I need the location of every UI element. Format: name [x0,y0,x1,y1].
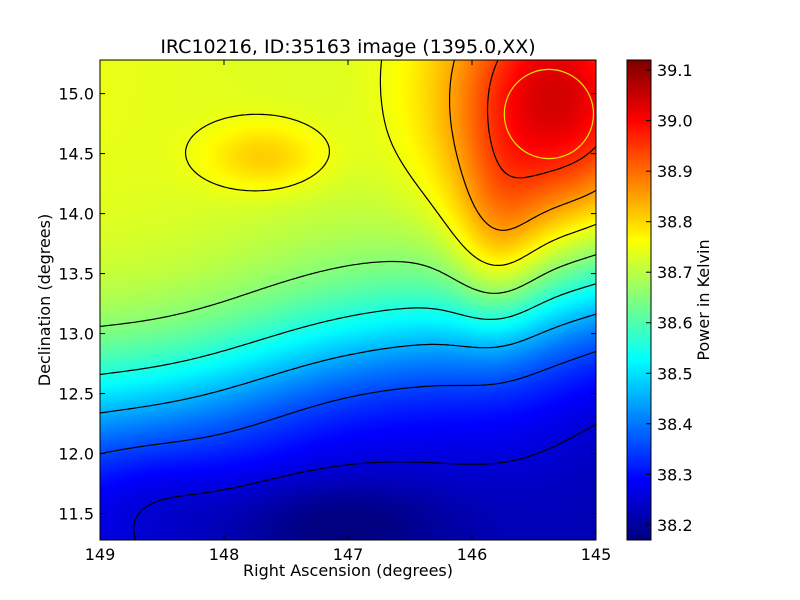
colorbar-tick-label: 38.6 [657,314,693,333]
x-axis-ticks: 149 148 147 146 145 [85,60,612,564]
contour-level-7 [486,59,597,179]
x-tick-label: 146 [457,545,488,564]
contour-lines [99,59,597,541]
y-axis-ticks: 11.5 12.0 12.5 13.0 13.5 14.0 14.5 15.0 [58,85,596,524]
contour-level-5 [184,59,597,266]
colorbar-tick-label: 38.4 [657,415,693,434]
x-tick-label: 149 [85,545,116,564]
x-tick-label: 145 [581,545,612,564]
contour-level-0 [133,423,597,541]
colorbar-tick-label: 38.3 [657,465,693,484]
colorbar-ticks: 38.2 38.3 38.4 38.5 38.6 38.7 38.8 38.9 39.0 39.1 [646,61,693,535]
colorbar-tick-label: 39.0 [657,112,693,131]
colorbar: 38.2 38.3 38.4 38.5 38.6 38.7 38.8 38.9 39.0 39.1 [626,59,693,541]
heatmap-image [100,60,596,540]
y-tick-label: 11.5 [58,505,94,524]
colorbar-tick-label: 38.5 [657,364,693,383]
colorbar-tick-label: 38.2 [657,516,693,535]
colorbar-frame [626,59,652,541]
colorbar-tick-label: 38.9 [657,162,693,181]
contour-level-6 [449,59,597,231]
y-tick-label: 13.5 [58,265,94,284]
y-axis-label: Declination (degrees) [35,214,54,386]
heatmap-plot-area [99,59,597,541]
x-tick-label: 148 [209,545,240,564]
chart-title: IRC10216, ID:35163 image (1395.0,XX) [160,36,535,58]
x-axis-label: Right Ascension (degrees) [243,561,453,580]
colorbar-tick-label: 38.7 [657,263,693,282]
colorbar-gradient [627,60,651,540]
beam-marker-circle [503,68,595,160]
y-tick-label: 14.0 [58,205,94,224]
colorbar-label: Power in Kelvin [694,239,713,360]
contour-level-3 [99,283,597,376]
colorbar-tick-label: 39.1 [657,61,693,80]
contour-level-1 [99,350,597,455]
y-tick-label: 12.0 [58,445,94,464]
y-tick-label: 13.0 [58,325,94,344]
x-tick-label: 147 [333,545,364,564]
colorbar-tick-label: 38.8 [657,213,693,232]
y-tick-label: 12.5 [58,385,94,404]
contour-level-2 [99,313,597,414]
y-tick-label: 15.0 [58,85,94,104]
y-tick-label: 14.5 [58,145,94,164]
